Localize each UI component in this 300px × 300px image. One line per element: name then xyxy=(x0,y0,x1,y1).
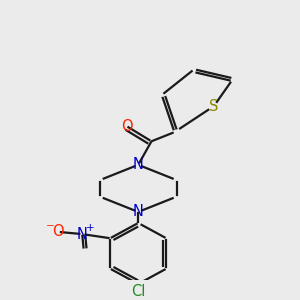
Text: S: S xyxy=(209,99,219,114)
Text: N: N xyxy=(77,226,88,242)
Text: O: O xyxy=(121,118,132,134)
Text: N: N xyxy=(133,157,144,172)
Text: O: O xyxy=(52,224,64,239)
Text: Cl: Cl xyxy=(131,284,146,299)
Text: +: + xyxy=(86,223,95,233)
Text: N: N xyxy=(133,204,144,219)
Text: −: − xyxy=(46,221,55,231)
